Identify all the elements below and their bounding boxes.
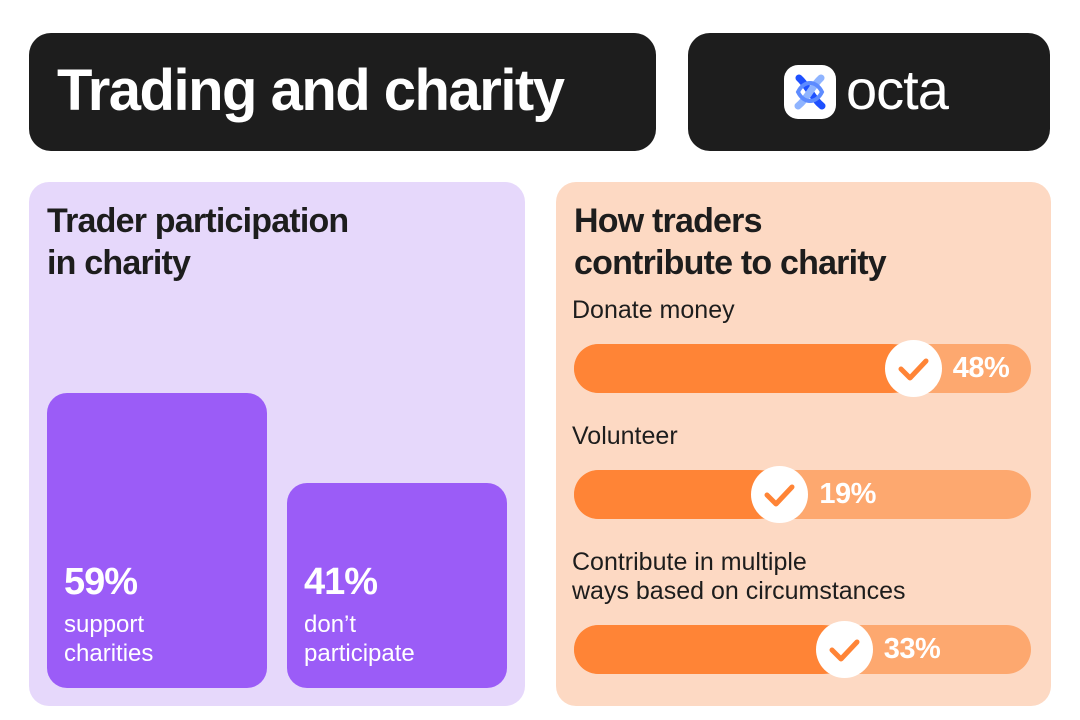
checkmark-icon (884, 340, 942, 397)
bar-category-label: don’t participate (304, 611, 415, 667)
contribution-label: Donate money (572, 296, 735, 324)
octa-logo-text: octa (846, 58, 949, 121)
contribution-label: Contribute in multiple ways based on cir… (572, 548, 906, 605)
bar-category-label: support charities (64, 611, 154, 667)
checkmark-icon (751, 466, 809, 523)
checkmark-icon (815, 621, 873, 678)
contribution-value-label: 33% (883, 633, 941, 665)
contribution-fill (574, 344, 915, 393)
contribution-track: 48% (574, 340, 1031, 397)
contribution-title: How traders contribute to charity (574, 202, 887, 282)
title-card: Trading and charity (29, 33, 656, 151)
participation-panel: Trader participation in charity 59% suppo… (29, 182, 525, 706)
contribution-value-label: 19% (819, 478, 876, 510)
logo-card: octa (688, 33, 1050, 151)
page-title: Trading and charity (57, 58, 565, 123)
participation-bar: 41% don’t participate (287, 483, 507, 688)
contribution-label: Volunteer (572, 422, 678, 450)
contribution-fill (574, 470, 782, 519)
contribution-panel: How traders contribute to charity Donate… (556, 182, 1051, 706)
participation-bar: 59% support charities (47, 393, 267, 688)
bar-value-label: 59% (64, 561, 138, 603)
contribution-track: 19% (574, 466, 1031, 523)
contribution-value-label: 48% (952, 352, 1010, 384)
participation-title: Trader participation in charity (47, 202, 349, 282)
contribution-fill (574, 625, 846, 674)
octa-logo-icon (784, 65, 836, 119)
contribution-track: 33% (574, 621, 1031, 678)
bar-value-label: 41% (304, 561, 378, 603)
